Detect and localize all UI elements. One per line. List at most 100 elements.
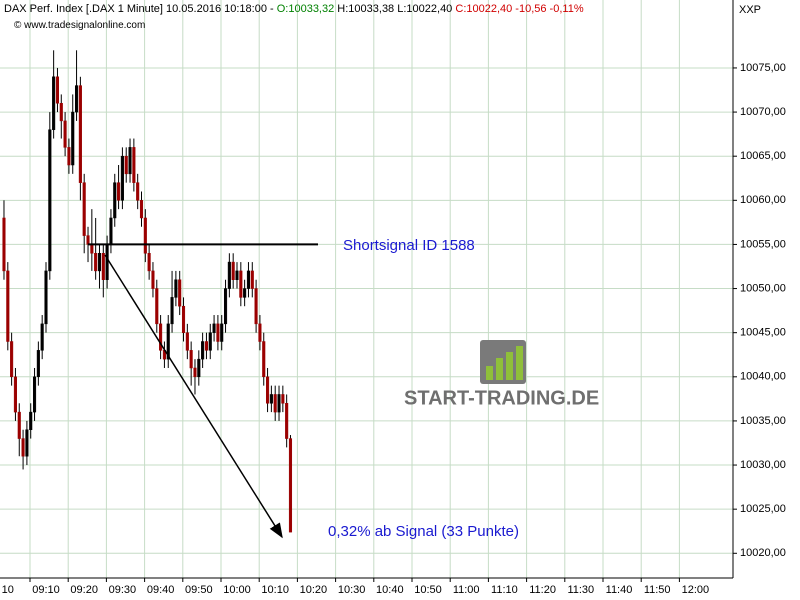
candle-body bbox=[13, 376, 17, 413]
candle-body bbox=[132, 147, 136, 183]
candle-body bbox=[178, 279, 182, 307]
source: © www.tradesignalonline.com bbox=[14, 20, 146, 31]
candle-body bbox=[223, 288, 228, 325]
x-tick-label: 11:10 bbox=[491, 584, 518, 596]
candle-body bbox=[243, 288, 247, 298]
candle-body bbox=[90, 244, 94, 254]
x-tick-label: 11:40 bbox=[606, 584, 633, 596]
candle-body bbox=[97, 253, 102, 272]
close-value: C:10022,40 -10,56 -0,11% bbox=[455, 3, 584, 15]
candle-body bbox=[67, 147, 71, 166]
signal-arrow bbox=[104, 254, 283, 539]
x-tick-label: 09:20 bbox=[70, 584, 98, 596]
result-annotation: 0,32% ab Signal (33 Punkte) bbox=[328, 523, 519, 540]
open-value: O:10033,32 bbox=[276, 3, 335, 15]
candle-body bbox=[216, 323, 220, 342]
candle-body bbox=[75, 85, 79, 113]
x-tick-label: 09:10 bbox=[32, 584, 60, 596]
candle-body bbox=[117, 182, 121, 201]
x-tick-label: 11:00 bbox=[453, 584, 480, 596]
candle-body bbox=[277, 394, 281, 413]
candle-body bbox=[48, 129, 52, 272]
candle-body bbox=[220, 323, 224, 342]
candle-body bbox=[94, 253, 98, 272]
candle-body bbox=[281, 394, 285, 404]
candle-body bbox=[208, 332, 212, 351]
candle-body bbox=[174, 279, 178, 298]
candle-body bbox=[193, 367, 197, 378]
candle-body bbox=[235, 270, 239, 280]
candle-body bbox=[143, 217, 147, 254]
candle-body bbox=[227, 261, 231, 289]
candle-body bbox=[120, 155, 124, 201]
candle-body bbox=[25, 429, 29, 457]
watermark: START-TRADING.DE bbox=[404, 387, 599, 409]
logo: START-TRADING.DE bbox=[404, 340, 599, 409]
logo-bar bbox=[506, 352, 513, 380]
x-tick-label: 12:00 bbox=[682, 584, 710, 596]
candle-body bbox=[17, 411, 21, 439]
candle-body bbox=[2, 217, 6, 272]
x-tick-label: 09:50 bbox=[185, 584, 213, 596]
corner-label: XXP bbox=[739, 4, 762, 16]
candle-body bbox=[197, 358, 201, 378]
y-tick-label: 10055,00 bbox=[740, 238, 786, 250]
candle-body bbox=[82, 182, 86, 236]
x-tick-label: 10:00 bbox=[223, 584, 251, 596]
y-tick-label: 10040,00 bbox=[740, 371, 786, 383]
candle-body bbox=[101, 253, 105, 280]
candle-body bbox=[189, 350, 193, 369]
candle-body bbox=[71, 111, 75, 166]
y-tick-label: 10050,00 bbox=[740, 282, 786, 294]
candle-body bbox=[44, 270, 48, 325]
y-tick-label: 10030,00 bbox=[740, 459, 786, 471]
x-tick-label: 10:10 bbox=[261, 584, 289, 596]
x-tick-label: 09:40 bbox=[147, 584, 175, 596]
y-tick-label: 10060,00 bbox=[740, 194, 786, 206]
y-tick-label: 10045,00 bbox=[740, 327, 786, 339]
signal-annotation: Shortsignal ID 1588 bbox=[343, 237, 475, 254]
candle-body bbox=[63, 120, 67, 148]
x-tick-label: 10:30 bbox=[338, 584, 366, 596]
candle-body bbox=[181, 305, 186, 333]
candle-body bbox=[6, 270, 10, 342]
candle-body bbox=[285, 403, 289, 439]
y-tick-label: 10020,00 bbox=[740, 547, 786, 559]
candle-body bbox=[40, 323, 44, 351]
candle-body bbox=[239, 270, 243, 298]
candle-body bbox=[262, 341, 266, 378]
candle-body bbox=[128, 147, 132, 175]
y-tick-label: 10035,00 bbox=[740, 415, 786, 427]
y-tick-label: 10025,00 bbox=[740, 503, 786, 515]
x-tick-label: 10:20 bbox=[300, 584, 328, 596]
x-tick-label: 09:30 bbox=[109, 584, 137, 596]
candles bbox=[2, 50, 318, 539]
y-tick-label: 10070,00 bbox=[740, 106, 786, 118]
candle-body bbox=[166, 323, 170, 360]
candle-body bbox=[170, 297, 174, 325]
candle-body bbox=[269, 394, 273, 404]
candle-body bbox=[159, 323, 163, 351]
candle-body bbox=[266, 376, 270, 404]
candle-body bbox=[113, 182, 117, 219]
x-tick-label: 11:50 bbox=[644, 584, 671, 596]
candle-body bbox=[36, 350, 40, 378]
candle-body bbox=[21, 438, 25, 457]
candle-body bbox=[59, 102, 63, 122]
candle-body bbox=[254, 288, 258, 325]
x-tick-label: 11:30 bbox=[567, 584, 594, 596]
candle-body bbox=[273, 394, 277, 413]
candle-body bbox=[231, 261, 235, 280]
candle-body bbox=[151, 270, 155, 289]
candle-body bbox=[86, 235, 90, 245]
candle-body bbox=[201, 341, 205, 360]
y-tick-label: 10065,00 bbox=[740, 150, 786, 162]
candle-body bbox=[124, 155, 128, 175]
header: DAX Perf. Index [.DAX 1 Minute] 10.05.20… bbox=[4, 3, 584, 15]
candle-body bbox=[185, 332, 189, 351]
candle-body bbox=[288, 438, 293, 533]
x-tick-label: 11:20 bbox=[529, 584, 556, 596]
candle-body bbox=[136, 182, 140, 201]
logo-bar bbox=[496, 358, 503, 380]
